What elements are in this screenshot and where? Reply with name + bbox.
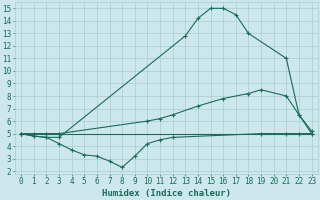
X-axis label: Humidex (Indice chaleur): Humidex (Indice chaleur) (102, 189, 231, 198)
